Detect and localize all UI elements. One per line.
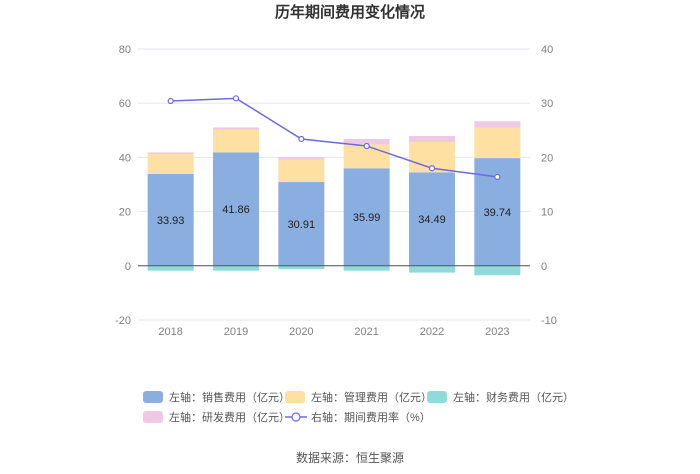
x-axis: 2018 2019 2020 2021 2022 2023 — [158, 326, 509, 338]
right-y-axis: -10 0 10 20 30 40 — [541, 44, 557, 327]
bar-segment — [343, 265, 390, 271]
grid-lines — [138, 48, 530, 321]
line-point — [494, 173, 501, 181]
legend-label[interactable]: 右轴：期间费用率（%） — [311, 410, 431, 424]
bar-value-label: 33.93 — [157, 215, 185, 227]
legend-label[interactable]: 左轴：管理费用（亿元） — [311, 390, 432, 404]
bar-segment — [474, 127, 521, 159]
bar-segment — [409, 136, 455, 142]
bar-segment — [343, 138, 390, 145]
legend-marker-icon — [291, 412, 301, 422]
bar-segment — [409, 265, 455, 273]
bar-series — [147, 121, 521, 276]
bar-segment — [474, 121, 521, 128]
left-y-tick-label: -20 — [115, 315, 131, 327]
bar-value-label: 34.49 — [418, 214, 446, 226]
right-y-tick-label: 20 — [541, 152, 553, 164]
line-point — [232, 95, 240, 102]
bar-segment — [213, 129, 259, 153]
bar-segment — [213, 152, 259, 266]
bar-segment — [213, 127, 259, 130]
legend-swatch — [285, 391, 305, 403]
right-y-tick-label: 30 — [541, 98, 553, 110]
bar-segment — [343, 168, 390, 266]
bar-segment — [278, 182, 325, 266]
left-y-tick-label: 40 — [119, 152, 131, 164]
expense-ratio-line — [170, 97, 498, 178]
bar-segment — [147, 154, 194, 174]
right-y-tick-label: 10 — [541, 207, 553, 219]
bar-value-label: 41.86 — [222, 204, 250, 216]
x-tick-label: 2022 — [420, 326, 444, 338]
right-y-tick-label: 0 — [541, 261, 547, 273]
left-y-tick-label: 0 — [125, 261, 131, 273]
x-tick-label: 2020 — [289, 326, 313, 338]
bar-segment — [409, 172, 455, 266]
bar-segment — [278, 157, 325, 160]
bar-segment — [147, 173, 194, 266]
bar-segment — [474, 265, 521, 276]
legend-swatch — [143, 391, 163, 403]
x-tick-label: 2023 — [485, 326, 509, 338]
chart-title: 历年期间费用变化情况 — [275, 3, 425, 21]
legend: 左轴：销售费用（亿元） 左轴：管理费用（亿元） 左轴：财务费用（亿元） 左轴：研发费用… — [143, 390, 574, 424]
right-y-tick-label: -10 — [541, 315, 557, 327]
bar-value-label: 30.91 — [288, 219, 316, 231]
legend-swatch — [143, 411, 163, 423]
bar-segment — [213, 265, 259, 271]
line-point — [167, 97, 174, 105]
left-y-tick-label: 60 — [119, 98, 131, 110]
left-y-tick-label: 80 — [119, 44, 131, 56]
bar-segment — [278, 265, 325, 270]
legend-swatch — [427, 391, 447, 403]
legend-label[interactable]: 左轴：销售费用（亿元） — [169, 390, 290, 404]
legend-label[interactable]: 左轴：研发费用（亿元） — [169, 410, 290, 424]
line-point — [298, 135, 305, 143]
bar-segment — [147, 265, 194, 271]
right-y-tick-label: 40 — [541, 44, 553, 56]
bar-segment — [147, 152, 194, 155]
line-point — [428, 165, 436, 172]
line-point — [363, 142, 370, 150]
x-tick-label: 2019 — [224, 326, 248, 338]
data-source: 数据来源：恒生聚源 — [296, 450, 404, 465]
left-y-axis: -20 0 20 40 60 80 — [115, 44, 131, 327]
bar-segment — [278, 159, 325, 183]
bar-value-labels: 33.93 41.86 30.91 35.99 34.49 39.74 — [157, 204, 511, 231]
x-tick-label: 2021 — [354, 326, 378, 338]
left-y-tick-label: 20 — [119, 207, 131, 219]
legend-label[interactable]: 左轴：财务费用（亿元） — [453, 390, 574, 404]
x-tick-label: 2018 — [158, 326, 182, 338]
bar-value-label: 35.99 — [353, 212, 381, 224]
line-series — [167, 95, 501, 181]
bar-value-label: 39.74 — [484, 207, 512, 219]
